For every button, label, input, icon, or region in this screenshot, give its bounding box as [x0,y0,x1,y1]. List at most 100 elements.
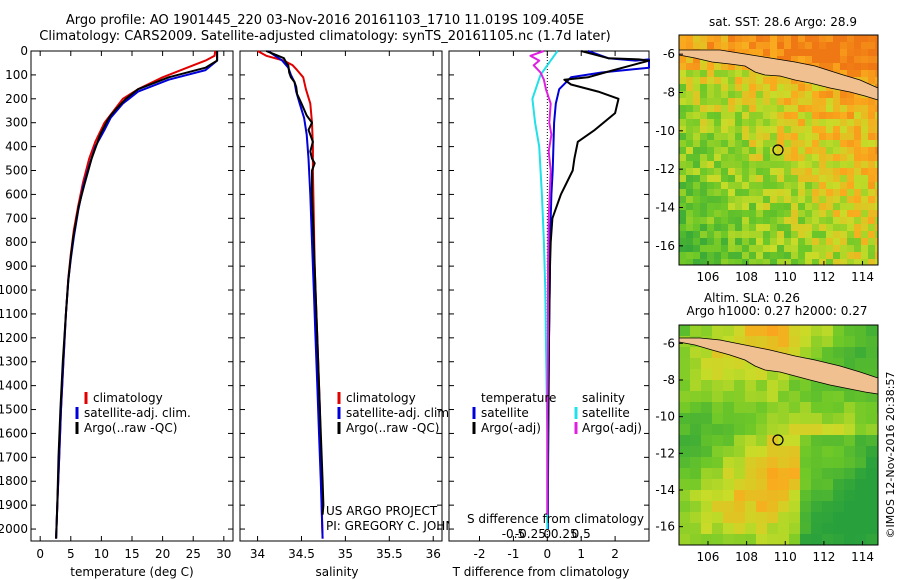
map-y-tick-label: -16 [655,239,675,253]
sst-cell [728,112,735,119]
sst-cell [686,84,693,91]
sla-cell [712,490,723,501]
sla-cell [767,380,778,391]
sst-cell [805,133,812,140]
sst-cell [868,63,875,70]
sla-cell [844,490,855,501]
sst-cell [861,231,868,238]
sst-cell [742,196,749,203]
sst-cell [833,91,840,98]
sla-cell [866,402,877,413]
sla-land-java [678,337,879,395]
x-tick-label: 25 [186,547,201,561]
sst-cell [805,126,812,133]
sla-cell [778,490,789,501]
sst-cell [861,182,868,189]
sst-cell [847,238,854,245]
sst-cell [777,189,784,196]
sla-cell [723,512,734,523]
sst-cell [861,133,868,140]
sla-cell [767,446,778,457]
sst-cell [784,42,791,49]
sst-cell [721,189,728,196]
sst-cell [798,91,805,98]
sst-cell [826,238,833,245]
sst-cell [707,189,714,196]
sst-cell [770,189,777,196]
sla-cell [855,534,866,545]
sst-cell [854,49,861,56]
sst-cell [868,210,875,217]
sla-cell [679,402,690,413]
sla-cell [734,490,745,501]
sst-cell [714,42,721,49]
sst-cell [791,147,798,154]
sst-cell [854,196,861,203]
sst-cell [707,98,714,105]
sst-cell [756,105,763,112]
sst-cell [819,203,826,210]
sla-cell [712,435,723,446]
sst-cell [686,231,693,238]
sst-cell [721,252,728,259]
sst-cell [798,203,805,210]
sla-cell [745,369,756,380]
sla-cell [690,501,701,512]
sla-cell [800,424,811,435]
sst-cell [784,231,791,238]
sst-cell [854,98,861,105]
map-x-tick-label: 108 [735,270,758,284]
sst-cell [861,154,868,161]
sst-cell [700,196,707,203]
sst-cell [868,140,875,147]
sst-cell [728,70,735,77]
sla-cell [690,468,701,479]
sst-cell [686,154,693,161]
sst-cell [805,231,812,238]
sst-cell [763,112,770,119]
sst-cell [791,35,798,42]
sst-cell [798,49,805,56]
sst-cell [826,252,833,259]
sst-cell [805,210,812,217]
sst-cell [784,203,791,210]
sst-cell [861,70,868,77]
sst-cell [812,252,819,259]
map-x-tick-label: 114 [851,550,874,564]
sst-cell [679,84,686,91]
sla-cell [679,501,690,512]
sst-cell [728,224,735,231]
sst-cell [826,245,833,252]
temperature-xlabel: temperature (deg C) [70,565,193,579]
sla-cell [855,523,866,534]
sst-cell [700,77,707,84]
sst-cell [735,245,742,252]
sst-cell [721,217,728,224]
sst-cell [861,259,868,265]
sst-cell [721,238,728,245]
sst-cell [707,245,714,252]
sla-cell [690,380,701,391]
sst-cell [735,126,742,133]
sst-cell [700,119,707,126]
sla-cell [723,391,734,402]
sst-cell [693,175,700,182]
sst-cell [819,91,826,98]
sla-cell [789,413,800,424]
sla-cell [690,325,701,336]
sst-cell [686,210,693,217]
sst-cell [875,98,878,105]
sla-cell [811,523,822,534]
legend-label-satellite: satellite-adj. clim. [346,406,453,420]
sst-cell [742,91,749,98]
sst-cell [693,133,700,140]
sst-cell [840,126,847,133]
sla-cell [679,435,690,446]
sst-cell [735,112,742,119]
sla-cell [734,391,745,402]
sst-cell [833,140,840,147]
series-line-argo-raw-qc- [265,50,325,515]
sla-argo-marker [772,434,784,446]
sst-cell [791,154,798,161]
sst-cell [805,189,812,196]
